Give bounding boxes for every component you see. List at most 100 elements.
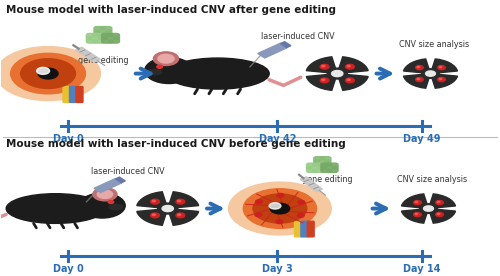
Circle shape — [276, 220, 283, 224]
Circle shape — [92, 34, 98, 37]
Circle shape — [178, 214, 180, 216]
Circle shape — [97, 190, 112, 198]
Wedge shape — [338, 57, 368, 74]
Polygon shape — [280, 42, 291, 47]
Text: Day 3: Day 3 — [262, 264, 293, 274]
Circle shape — [414, 213, 422, 217]
Circle shape — [152, 200, 156, 202]
Circle shape — [36, 67, 50, 75]
Text: Day 14: Day 14 — [404, 264, 441, 274]
Circle shape — [154, 52, 178, 65]
Wedge shape — [137, 192, 168, 209]
Circle shape — [416, 65, 424, 70]
Text: Day 49: Day 49 — [404, 134, 441, 144]
Circle shape — [255, 213, 262, 217]
Circle shape — [320, 78, 329, 83]
Ellipse shape — [166, 58, 269, 89]
Text: Mouse model with laser-induced CNV before gene editing: Mouse model with laser-induced CNV befor… — [6, 139, 345, 149]
Wedge shape — [168, 209, 198, 225]
Polygon shape — [258, 43, 287, 58]
Circle shape — [347, 79, 350, 81]
Circle shape — [327, 164, 332, 166]
Circle shape — [256, 200, 262, 203]
Circle shape — [92, 40, 98, 43]
Circle shape — [426, 71, 436, 76]
Circle shape — [346, 64, 354, 69]
Wedge shape — [428, 209, 456, 223]
Polygon shape — [300, 177, 322, 192]
Wedge shape — [430, 74, 458, 88]
Circle shape — [436, 200, 444, 205]
Ellipse shape — [0, 47, 100, 100]
FancyBboxPatch shape — [86, 33, 104, 43]
Circle shape — [270, 203, 289, 214]
Circle shape — [157, 65, 162, 68]
Wedge shape — [137, 209, 168, 225]
Circle shape — [178, 200, 180, 202]
Text: laser-induced CNV: laser-induced CNV — [260, 32, 334, 41]
Circle shape — [100, 33, 105, 36]
Circle shape — [298, 214, 304, 217]
FancyBboxPatch shape — [76, 87, 83, 102]
Circle shape — [320, 64, 329, 69]
Circle shape — [79, 193, 125, 218]
Circle shape — [244, 189, 316, 228]
Circle shape — [87, 37, 92, 40]
Text: gene editing: gene editing — [78, 56, 128, 65]
Circle shape — [312, 169, 318, 172]
Circle shape — [439, 78, 442, 80]
Polygon shape — [94, 179, 122, 192]
Circle shape — [347, 65, 350, 67]
Wedge shape — [404, 59, 430, 74]
Circle shape — [322, 79, 325, 81]
Circle shape — [322, 166, 326, 169]
Circle shape — [308, 166, 312, 169]
Circle shape — [108, 34, 113, 37]
Circle shape — [158, 203, 178, 214]
Circle shape — [176, 199, 185, 204]
Circle shape — [98, 37, 103, 40]
Circle shape — [108, 201, 114, 203]
Circle shape — [417, 78, 420, 80]
Wedge shape — [168, 192, 198, 209]
Circle shape — [318, 166, 322, 169]
Circle shape — [332, 70, 343, 77]
Ellipse shape — [228, 182, 331, 235]
FancyBboxPatch shape — [294, 221, 302, 237]
Circle shape — [346, 78, 354, 83]
Circle shape — [95, 30, 100, 33]
Text: gene editing: gene editing — [302, 175, 352, 184]
Circle shape — [327, 68, 347, 79]
Wedge shape — [404, 74, 430, 88]
Wedge shape — [430, 59, 458, 74]
Circle shape — [277, 193, 284, 197]
Wedge shape — [338, 74, 368, 90]
FancyBboxPatch shape — [70, 87, 76, 102]
Circle shape — [38, 68, 58, 79]
Circle shape — [20, 59, 76, 88]
Text: Day 42: Day 42 — [258, 134, 296, 144]
Circle shape — [10, 53, 86, 94]
FancyBboxPatch shape — [314, 157, 331, 166]
Circle shape — [322, 65, 325, 67]
Text: laser-induced CNV: laser-induced CNV — [91, 167, 164, 176]
Circle shape — [437, 201, 440, 203]
Ellipse shape — [6, 194, 105, 223]
Text: Day 0: Day 0 — [52, 134, 84, 144]
FancyBboxPatch shape — [306, 163, 324, 172]
FancyBboxPatch shape — [102, 33, 119, 43]
FancyBboxPatch shape — [63, 87, 70, 102]
Circle shape — [436, 213, 444, 217]
Wedge shape — [306, 74, 338, 90]
Circle shape — [102, 37, 108, 40]
Wedge shape — [306, 57, 338, 74]
Circle shape — [269, 203, 281, 209]
Text: CNV size analysis: CNV size analysis — [400, 40, 469, 49]
Circle shape — [312, 164, 318, 166]
Circle shape — [332, 166, 337, 169]
Wedge shape — [402, 194, 428, 209]
FancyBboxPatch shape — [308, 221, 314, 237]
Circle shape — [416, 78, 424, 82]
Circle shape — [424, 206, 434, 211]
Circle shape — [325, 160, 330, 163]
